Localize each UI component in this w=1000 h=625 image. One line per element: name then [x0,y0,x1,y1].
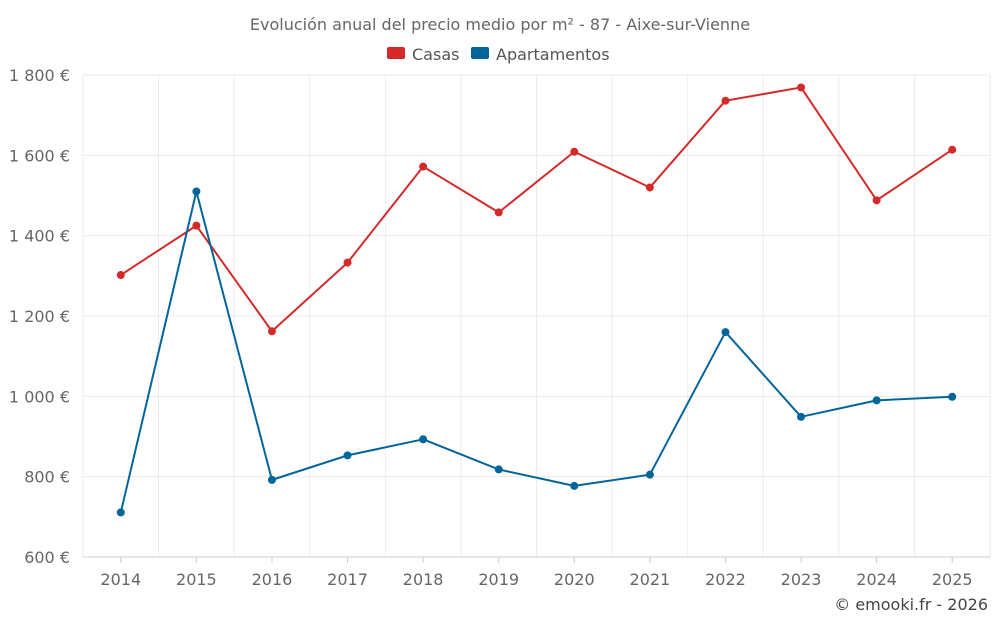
data-point-casas[interactable] [192,221,201,230]
x-tick-label: 2016 [252,570,293,589]
legend-label-casas: Casas [412,45,459,64]
y-tick-label: 600 € [24,548,70,567]
legend-item-casas[interactable]: Casas [387,45,459,64]
chart-title: Evolución anual del precio medio por m² … [250,15,750,34]
series-layer [116,83,957,517]
grid [82,74,991,558]
x-tick-label: 2019 [478,570,519,589]
x-tick-label: 2017 [327,570,368,589]
data-point-apartamentos[interactable] [645,470,654,479]
data-point-casas[interactable] [645,183,654,192]
data-point-apartamentos[interactable] [267,475,276,484]
series-apartamentos [116,187,957,517]
x-tick-label: 2018 [403,570,444,589]
y-tick-label: 1 400 € [9,227,70,246]
y-tick-label: 800 € [24,468,70,487]
x-tick-label: 2021 [630,570,671,589]
y-tick-label: 1 200 € [9,307,70,326]
x-tick-label: 2025 [932,570,973,589]
data-point-apartamentos[interactable] [343,451,352,460]
data-point-apartamentos[interactable] [948,392,957,401]
legend-item-apartamentos[interactable]: Apartamentos [471,45,610,64]
data-point-apartamentos[interactable] [570,481,579,490]
data-point-casas[interactable] [267,327,276,336]
y-tick-label: 1 800 € [9,66,70,85]
series-casas [116,83,957,336]
data-point-casas[interactable] [116,271,125,280]
y-tick-label: 1 000 € [9,387,70,406]
x-axis: 2014 2015 2016 2017 2018 2019 2020 2021 2022 2023… [83,556,990,589]
data-point-casas[interactable] [570,147,579,156]
x-tick-label: 2014 [100,570,141,589]
data-point-apartamentos[interactable] [797,412,806,421]
data-point-casas[interactable] [721,96,730,105]
data-point-casas[interactable] [872,196,881,205]
y-axis: 600 € 800 € 1 000 € 1 200 € 1 400 € 1 600 € 1 … [9,66,70,567]
data-point-apartamentos[interactable] [494,465,503,474]
legend-swatch-apartamentos [471,47,489,59]
x-tick-label: 2024 [856,570,897,589]
legend-swatch-casas [387,47,405,59]
data-point-apartamentos[interactable] [116,508,125,517]
data-point-apartamentos[interactable] [419,435,428,444]
x-tick-label: 2020 [554,570,595,589]
y-tick-label: 1 600 € [9,146,70,165]
series-line-apartamentos [119,190,953,513]
x-tick-label: 2015 [176,570,217,589]
legend-label-apartamentos: Apartamentos [496,45,610,64]
data-point-casas[interactable] [494,208,503,217]
credit-text: © emooki.fr - 2026 [834,595,988,614]
data-point-casas[interactable] [948,145,957,154]
data-point-apartamentos[interactable] [721,328,730,337]
series-line-casas [120,86,953,333]
data-point-casas[interactable] [419,162,428,171]
data-point-apartamentos[interactable] [872,396,881,405]
x-tick-label: 2023 [781,570,822,589]
legend: Casas Apartamentos [387,45,610,64]
data-point-apartamentos[interactable] [192,187,201,196]
data-point-casas[interactable] [797,83,806,92]
data-point-casas[interactable] [343,258,352,267]
x-tick-label: 2022 [705,570,746,589]
